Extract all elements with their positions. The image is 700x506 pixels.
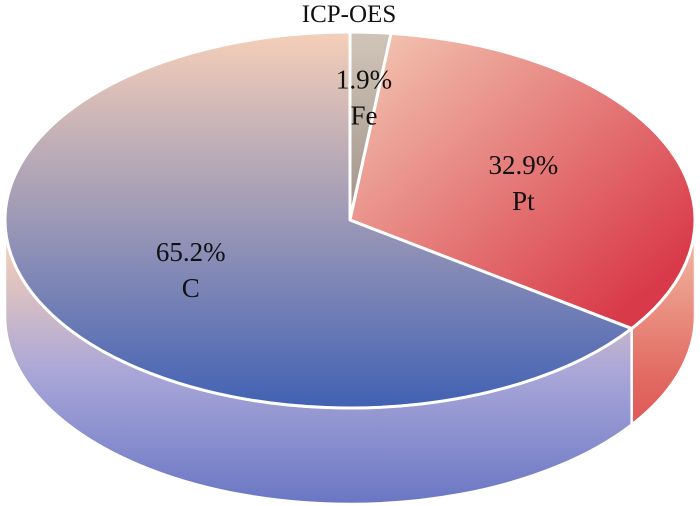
pie-slice-pt (348, 31, 697, 331)
pie-tops (3, 30, 697, 410)
slice-value-label-pt: 32.9% (489, 150, 559, 180)
slice-value-label-fe: 1.9% (336, 64, 392, 94)
chart-title: ICP-OES (302, 1, 396, 28)
pie-slice-c (3, 30, 634, 410)
pie-labels: 1.9% Fe 32.9% Pt 65.2% C (156, 64, 559, 303)
slice-name-label-fe: Fe (351, 100, 378, 130)
slice-value-label-c: 65.2% (156, 237, 226, 267)
slice-name-label-c: C (182, 273, 200, 303)
slice-name-label-pt: Pt (512, 186, 535, 216)
